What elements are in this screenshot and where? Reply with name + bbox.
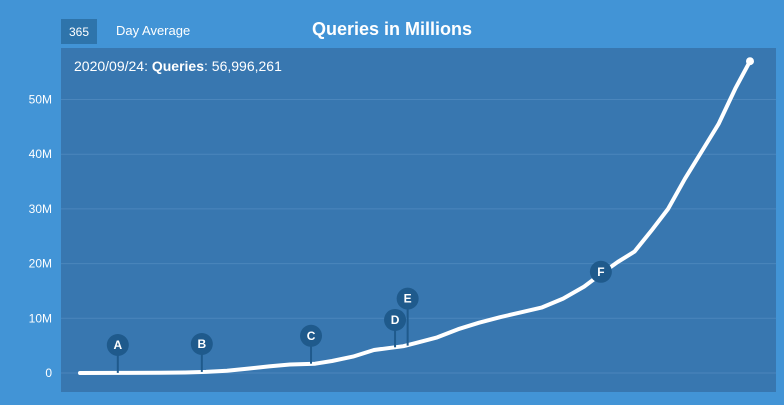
plot-area[interactable] bbox=[61, 48, 776, 392]
annotation-marker-d[interactable]: D bbox=[384, 308, 407, 348]
chart-title: Queries in Millions bbox=[311, 19, 473, 39]
annotation-marker-c[interactable]: C bbox=[300, 324, 323, 364]
data-point-last[interactable] bbox=[746, 57, 754, 66]
y-tick-label: 50M bbox=[29, 93, 52, 107]
annotation-label: B bbox=[197, 337, 206, 351]
annotation-label: E bbox=[404, 292, 412, 306]
y-tick-label: 40M bbox=[29, 147, 52, 161]
readout-date: 2020/09/24 bbox=[74, 58, 145, 74]
annotation-badge[interactable] bbox=[384, 308, 407, 331]
annotation-label: D bbox=[391, 313, 400, 327]
average-days-input[interactable] bbox=[61, 19, 97, 44]
annotation-badge[interactable] bbox=[300, 324, 323, 347]
y-tick-label: 0 bbox=[45, 366, 52, 380]
annotation-badge[interactable] bbox=[190, 333, 213, 356]
y-tick-label: 30M bbox=[29, 202, 52, 216]
annotation-badge[interactable] bbox=[396, 287, 419, 310]
annotation-badge[interactable] bbox=[589, 260, 612, 283]
annotation-marker-f[interactable]: F bbox=[589, 260, 612, 283]
annotation-label: A bbox=[113, 338, 122, 352]
annotation-marker-a[interactable]: A bbox=[106, 333, 129, 373]
readout-value: 56,996,261 bbox=[211, 58, 282, 74]
annotation-marker-e[interactable]: E bbox=[396, 287, 419, 346]
y-tick-label: 20M bbox=[29, 257, 52, 271]
annotation-label: F bbox=[597, 265, 604, 279]
average-label: Day Average bbox=[116, 23, 191, 38]
y-tick-label: 10M bbox=[29, 311, 52, 325]
series-line[interactable] bbox=[78, 59, 752, 375]
annotation-badge[interactable] bbox=[106, 333, 129, 356]
hover-readout: 2020/09/24: Queries: 56,996,261 bbox=[74, 58, 282, 74]
annotation-label: C bbox=[307, 329, 316, 343]
annotation-marker-b[interactable]: B bbox=[190, 333, 213, 372]
readout-metric: Queries bbox=[151, 58, 204, 74]
